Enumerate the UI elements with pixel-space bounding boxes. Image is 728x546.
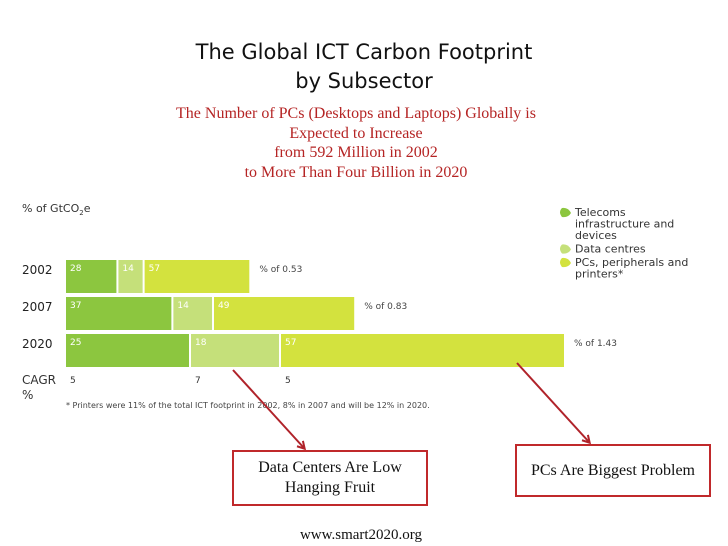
legend-leaf-icon — [560, 257, 571, 268]
legend-entry-label: PCs, peripherals and — [575, 256, 688, 269]
bar-segment — [214, 297, 355, 330]
slide-title-line-1: The Global ICT Carbon Footprint — [195, 40, 533, 64]
callout-pcs-text: PCs Are Biggest Problem — [530, 461, 695, 479]
source-url: www.smart2020.org — [299, 527, 423, 543]
bar-segment — [144, 260, 250, 293]
cagr-label-unit: % — [22, 388, 33, 402]
total-label: % of 0.83 — [364, 302, 407, 312]
category-label: 2007 — [22, 300, 53, 314]
slide-subtitle: The Number of PCs (Desktops and Laptops)… — [0, 104, 712, 182]
total-label: % of 0.53 — [259, 265, 302, 275]
bar-segment — [66, 260, 117, 293]
chart-footnote: * Printers were 11% of the total ICT foo… — [66, 401, 430, 410]
category-label: 2002 — [22, 263, 53, 277]
bar-value-label: 28 — [70, 264, 82, 274]
arrow-to-pcs — [516, 362, 589, 442]
cagr-value: 5 — [285, 376, 291, 386]
slide-title: The Global ICT Carbon Footprint by Subse… — [0, 38, 728, 96]
cagr-value: 5 — [70, 376, 76, 386]
bar-value-label: 14 — [122, 264, 134, 274]
subtitle-line-3: from 592 Million in 2002 — [274, 144, 438, 161]
total-label: % of 1.43 — [574, 339, 617, 349]
subtitle-line-4: to More Than Four Billion in 2020 — [244, 163, 468, 181]
cagr-label: CAGR — [22, 373, 56, 387]
legend-entry-label: Telecoms — [574, 206, 626, 219]
bar-segment — [66, 297, 172, 330]
category-label: 2020 — [22, 337, 53, 351]
callout-pcs: PCs Are Biggest Problem — [515, 444, 711, 497]
bar-value-label: 14 — [177, 301, 189, 311]
slide-title-line-2: by Subsector — [295, 69, 433, 93]
legend-entry-label: printers* — [575, 268, 624, 281]
bar-segment — [281, 334, 564, 367]
bar-segment — [118, 260, 143, 293]
bar-segment — [191, 334, 279, 367]
bar-segment — [173, 297, 213, 330]
bar-value-label: 25 — [70, 338, 81, 348]
bar-segment — [66, 334, 189, 367]
arrow-to-data-centres — [232, 369, 304, 448]
bar-value-label: 49 — [218, 301, 230, 311]
legend-entry-label: devices — [575, 229, 617, 242]
bar-value-label: 57 — [285, 338, 296, 348]
subtitle-line-1: The Number of PCs (Desktops and Laptops)… — [176, 105, 536, 122]
legend-entry-label: Data centres — [575, 243, 646, 256]
legend-entry-label: infrastructure and — [575, 218, 674, 231]
bar-value-label: 57 — [149, 264, 160, 274]
callout-data-centers-text: Data Centers Are Low Hanging Fruit — [258, 459, 402, 496]
subtitle-line-2: Expected to Increase — [289, 124, 423, 142]
legend-leaf-icon — [560, 244, 571, 254]
callout-data-centers: Data Centers Are Low Hanging Fruit — [232, 450, 428, 506]
legend-leaf-icon — [560, 207, 571, 218]
y-axis-label: % of GtCO2e — [22, 202, 91, 217]
cagr-value: 7 — [195, 376, 201, 386]
bar-value-label: 37 — [70, 301, 81, 311]
bar-value-label: 18 — [195, 338, 207, 348]
